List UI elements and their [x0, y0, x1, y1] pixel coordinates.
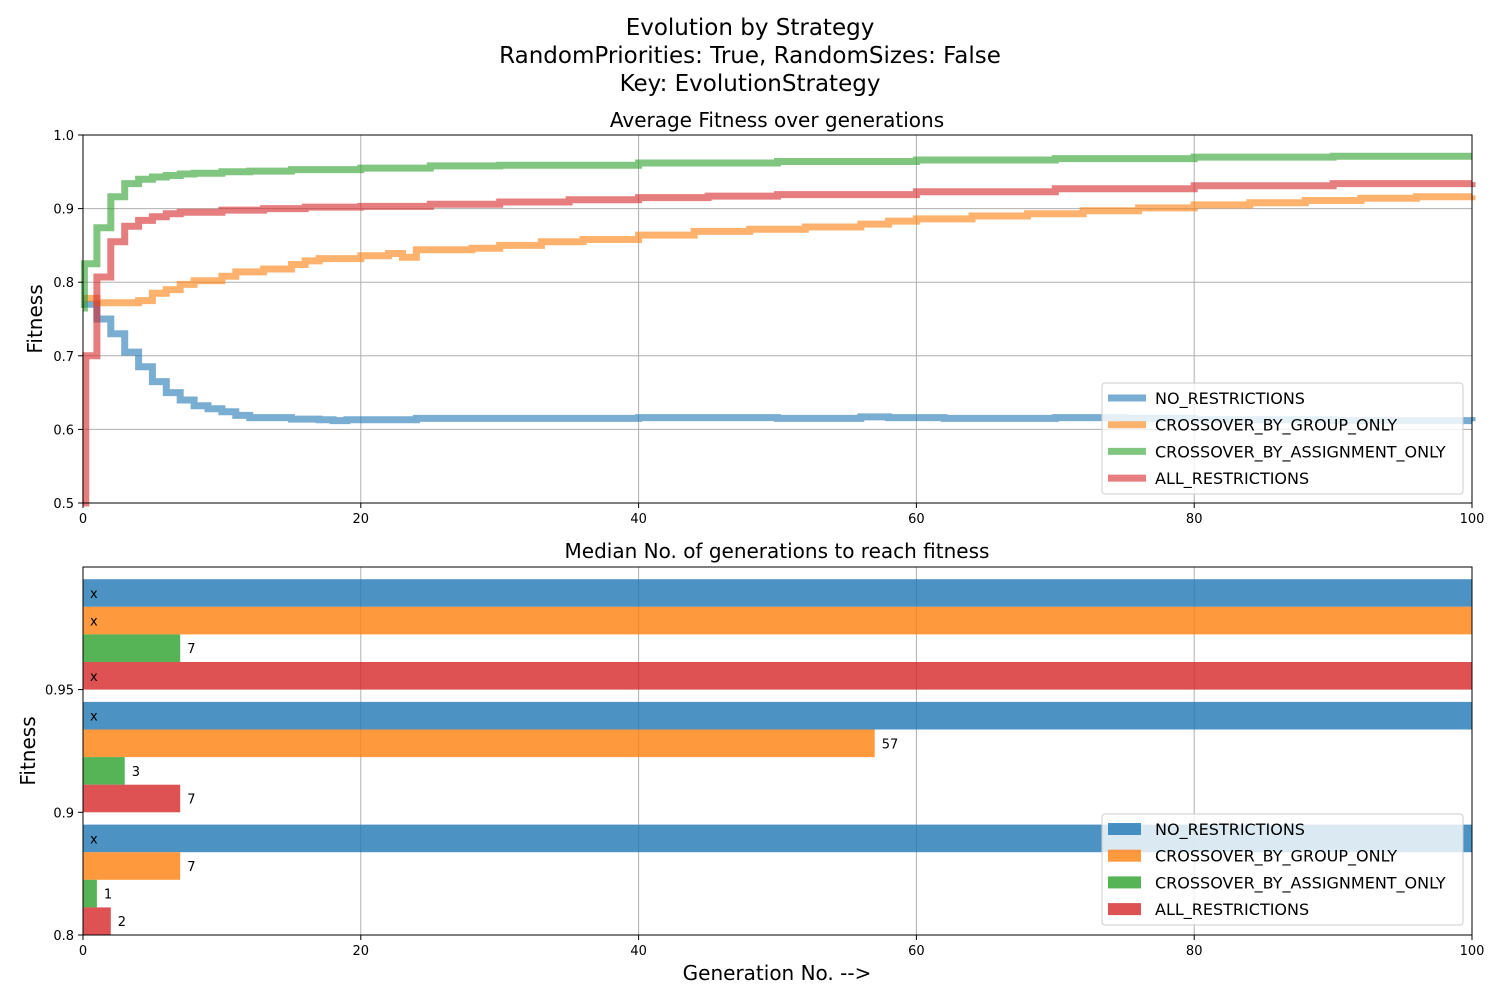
bar-data-label: x — [90, 832, 98, 847]
bar-crossover-by-group-only — [83, 606, 1472, 635]
bar-data-label: x — [90, 710, 98, 725]
line-chart-title: Average Fitness over generations — [610, 108, 944, 132]
x-tick-label: 20 — [353, 944, 370, 959]
bar-all-restrictions — [83, 907, 111, 935]
legend-label-all-restrictions: ALL_RESTRICTIONS — [1155, 900, 1309, 920]
bar-data-label: x — [90, 615, 98, 630]
y-tick-label: 0.9 — [53, 203, 74, 218]
series-line-crossover-by-assignment-only — [80, 152, 1472, 312]
bar-data-label: x — [90, 670, 98, 685]
bar-chart-bars — [83, 579, 1472, 935]
x-tick-label: 40 — [630, 944, 647, 959]
line-chart: Average Fitness over generations 0 20 40 60… — [23, 108, 1484, 527]
legend-swatch-crossover-by-assignment-only — [1108, 876, 1141, 889]
y-tick-label: 0.8 — [53, 276, 74, 291]
bar-no-restrictions — [83, 579, 1472, 607]
legend-label-no-restrictions: NO_RESTRICTIONS — [1155, 389, 1305, 409]
bar-crossover-by-group-only — [83, 729, 875, 758]
line-chart-legend: NO_RESTRICTIONS CROSSOVER_BY_GROUP_ONLY CR… — [1101, 382, 1464, 495]
y-tick-label: 0.7 — [53, 350, 74, 365]
bar-crossover-by-group-only — [83, 852, 181, 880]
y-tick-label: 1.0 — [53, 129, 74, 144]
bar-chart-y-ticks: 0.8 0.9 0.95 — [45, 684, 83, 944]
line-chart-x-ticks: 0 20 40 60 80 100 — [79, 503, 1485, 527]
bar-data-label: 7 — [187, 860, 195, 875]
bar-crossover-by-assignment-only — [83, 879, 97, 908]
figure-suptitle: Evolution by Strategy RandomPriorities: … — [0, 14, 1500, 98]
legend-box — [1101, 382, 1464, 495]
suptitle-line-2: RandomPriorities: True, RandomSizes: Fal… — [499, 43, 1001, 69]
bar-crossover-by-assignment-only — [83, 634, 181, 662]
x-tick-label: 0 — [79, 512, 87, 527]
legend-label-no-restrictions: NO_RESTRICTIONS — [1155, 820, 1305, 840]
bar-chart-title: Median No. of generations to reach fitne… — [565, 539, 990, 563]
x-tick-label: 100 — [1460, 512, 1485, 527]
x-axis-label: Generation No. --> — [683, 961, 872, 985]
bar-chart-y-axis-label: Fitness — [16, 716, 40, 785]
series-line-no-restrictions — [83, 300, 1476, 425]
line-chart-y-ticks: 0.5 0.6 0.7 0.8 0.9 1.0 — [53, 129, 83, 512]
suptitle-line-3: Key: EvolutionStrategy — [619, 71, 881, 97]
x-tick-label: 20 — [353, 512, 370, 527]
bar-data-label: 2 — [118, 915, 126, 930]
line-chart-series-group — [80, 152, 1476, 507]
legend-label-all-restrictions: ALL_RESTRICTIONS — [1155, 469, 1309, 489]
y-tick-label: 0.6 — [53, 423, 74, 438]
bar-no-restrictions — [83, 701, 1472, 730]
bar-all-restrictions — [83, 784, 181, 813]
series-line-crossover-by-group-only — [83, 193, 1476, 307]
bar-data-label: 7 — [187, 793, 195, 808]
x-tick-label: 100 — [1460, 944, 1485, 959]
bar-data-label: x — [90, 587, 98, 602]
bar-data-label: 1 — [104, 888, 112, 903]
legend-swatch-crossover-by-group-only — [1108, 849, 1141, 862]
bar-chart-legend: NO_RESTRICTIONS CROSSOVER_BY_GROUP_ONLY CR… — [1101, 813, 1464, 926]
legend-label-crossover-by-assignment-only: CROSSOVER_BY_ASSIGNMENT_ONLY — [1155, 873, 1446, 893]
suptitle-line-1: Evolution by Strategy — [625, 15, 875, 41]
x-tick-label: 0 — [79, 944, 87, 959]
x-tick-label: 80 — [1186, 512, 1203, 527]
y-tick-label: 0.9 — [53, 806, 74, 821]
x-tick-label: 60 — [908, 512, 925, 527]
bar-chart-frame — [82, 566, 1473, 936]
legend-label-crossover-by-assignment-only: CROSSOVER_BY_ASSIGNMENT_ONLY — [1155, 442, 1446, 462]
bar-chart: Median No. of generations to reach fitne… — [16, 539, 1484, 985]
legend-swatch-all-restrictions — [1108, 903, 1141, 916]
x-tick-label: 80 — [1186, 944, 1203, 959]
y-tick-label: 0.8 — [53, 929, 74, 944]
bar-all-restrictions — [83, 662, 1472, 690]
line-chart-y-axis-label: Fitness — [23, 284, 47, 353]
legend-swatch-no-restrictions — [1108, 823, 1141, 835]
bar-crossover-by-assignment-only — [83, 757, 125, 785]
legend-label-crossover-by-group-only: CROSSOVER_BY_GROUP_ONLY — [1155, 847, 1397, 867]
bar-chart-x-ticks: 0 20 40 60 80 100 — [79, 935, 1485, 959]
x-tick-label: 40 — [630, 512, 647, 527]
legend-label-crossover-by-group-only: CROSSOVER_BY_GROUP_ONLY — [1155, 416, 1397, 436]
bar-data-label: 7 — [187, 642, 195, 657]
line-chart-frame — [82, 134, 1473, 504]
legend-box — [1101, 813, 1464, 926]
series-line-all-restrictions — [82, 180, 1476, 507]
bar-data-label: 57 — [882, 737, 899, 752]
y-tick-label: 0.5 — [53, 497, 74, 512]
y-tick-label: 0.95 — [45, 684, 74, 699]
bar-data-label: 3 — [132, 765, 140, 780]
x-tick-label: 60 — [908, 944, 925, 959]
